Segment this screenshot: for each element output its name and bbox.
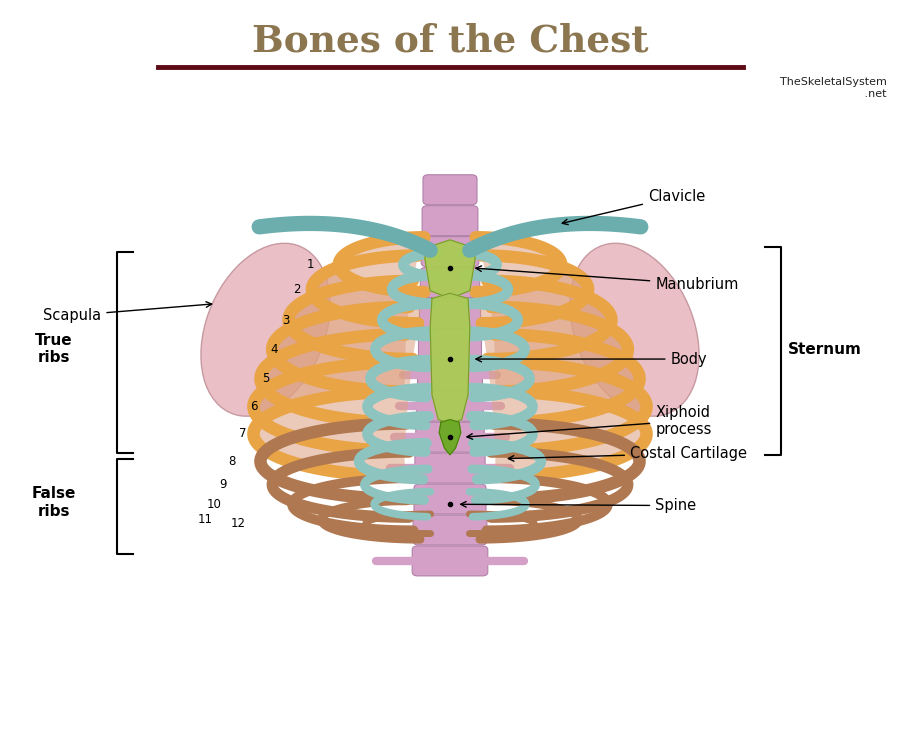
Text: 6: 6 bbox=[250, 400, 257, 413]
Polygon shape bbox=[482, 255, 611, 359]
FancyBboxPatch shape bbox=[415, 453, 485, 483]
Polygon shape bbox=[254, 334, 406, 451]
Polygon shape bbox=[312, 238, 425, 323]
Polygon shape bbox=[439, 420, 461, 455]
Polygon shape bbox=[430, 293, 470, 423]
Text: 12: 12 bbox=[231, 517, 246, 531]
FancyBboxPatch shape bbox=[421, 237, 479, 266]
FancyBboxPatch shape bbox=[422, 206, 478, 235]
Text: 1: 1 bbox=[307, 258, 314, 271]
Text: Body: Body bbox=[476, 352, 707, 366]
Ellipse shape bbox=[201, 243, 330, 416]
Text: 7: 7 bbox=[239, 428, 247, 440]
FancyBboxPatch shape bbox=[414, 484, 486, 514]
FancyBboxPatch shape bbox=[418, 329, 482, 360]
Polygon shape bbox=[487, 281, 628, 391]
Polygon shape bbox=[254, 363, 405, 477]
Polygon shape bbox=[260, 307, 409, 423]
Text: 10: 10 bbox=[207, 498, 221, 511]
Polygon shape bbox=[495, 363, 646, 477]
Text: 11: 11 bbox=[198, 514, 212, 526]
Text: Costal Cartilage: Costal Cartilage bbox=[508, 446, 747, 461]
Text: Bones of the Chest: Bones of the Chest bbox=[252, 22, 648, 59]
Text: 4: 4 bbox=[271, 343, 278, 356]
Text: Scapula: Scapula bbox=[43, 302, 212, 323]
Text: 5: 5 bbox=[262, 372, 269, 385]
FancyBboxPatch shape bbox=[419, 298, 481, 329]
Text: TheSkeletalSystem
             .net: TheSkeletalSystem .net bbox=[779, 77, 886, 98]
Text: 2: 2 bbox=[293, 283, 301, 296]
Text: 3: 3 bbox=[283, 314, 290, 327]
Text: Sternum: Sternum bbox=[788, 342, 861, 357]
Text: False
ribs: False ribs bbox=[32, 486, 76, 519]
Polygon shape bbox=[491, 307, 640, 423]
Text: Spine: Spine bbox=[461, 498, 697, 513]
FancyBboxPatch shape bbox=[418, 360, 482, 390]
Text: Manubrium: Manubrium bbox=[476, 266, 739, 292]
FancyBboxPatch shape bbox=[420, 268, 480, 297]
Text: Xiphoid
process: Xiphoid process bbox=[467, 405, 712, 440]
FancyBboxPatch shape bbox=[413, 515, 487, 545]
Text: True
ribs: True ribs bbox=[35, 333, 73, 366]
Polygon shape bbox=[475, 238, 588, 323]
FancyBboxPatch shape bbox=[417, 391, 483, 421]
FancyBboxPatch shape bbox=[412, 546, 488, 576]
Text: 8: 8 bbox=[229, 455, 236, 468]
Ellipse shape bbox=[570, 243, 699, 416]
Polygon shape bbox=[272, 281, 413, 391]
Polygon shape bbox=[425, 240, 475, 298]
Polygon shape bbox=[494, 334, 646, 451]
FancyBboxPatch shape bbox=[416, 423, 484, 452]
FancyBboxPatch shape bbox=[423, 175, 477, 205]
Polygon shape bbox=[289, 255, 419, 359]
Text: Clavicle: Clavicle bbox=[562, 189, 706, 225]
Text: 9: 9 bbox=[220, 478, 227, 491]
